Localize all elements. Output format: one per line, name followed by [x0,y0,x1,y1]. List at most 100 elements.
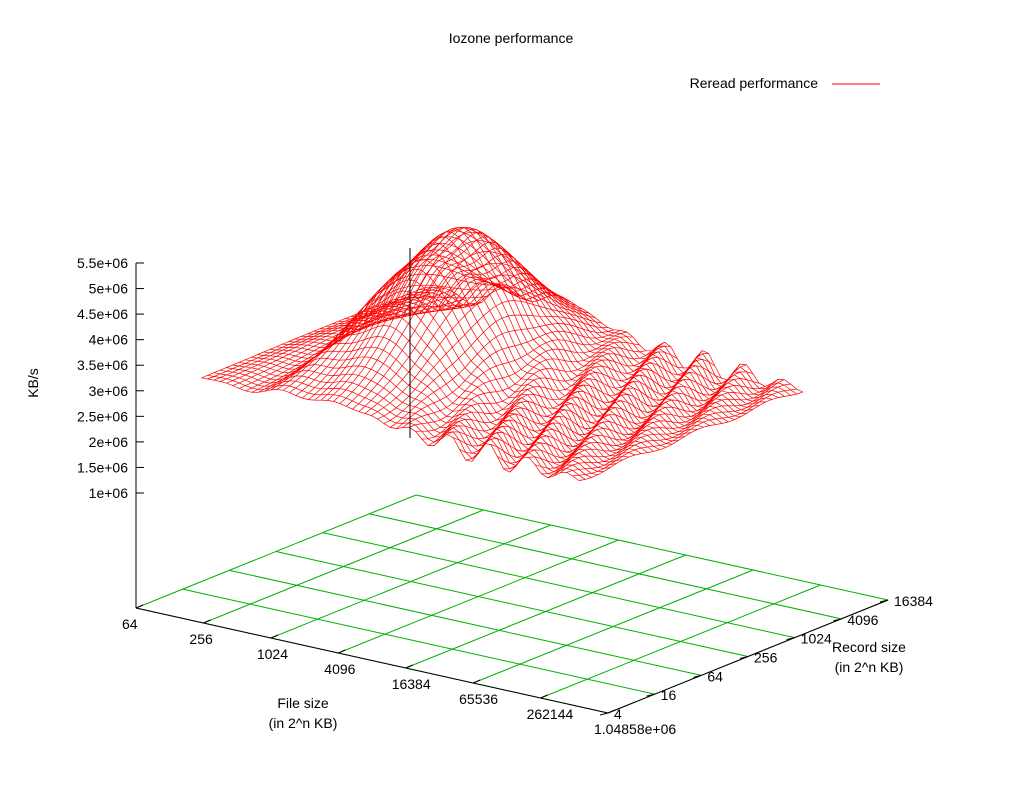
surface-line-record [332,226,710,427]
x-tick-label: 4096 [324,661,355,677]
z-axis: 1e+06 1.5e+06 2e+06 2.5e+06 3e+06 3.5e+06 4e+0… [77,255,144,608]
y-tick-label: 256 [754,650,778,666]
surface-line-file [383,314,608,424]
x-tick [472,679,481,684]
y-axis-label-line2: (in 2^n KB) [835,659,904,675]
surface-line-file [333,227,558,402]
x-tick [203,619,211,624]
surface-line-file [276,273,502,390]
surface-line-file [371,286,596,416]
y-tick [693,674,702,678]
z-tick-label: 1.5e+06 [77,459,128,475]
surface-line-record [375,254,754,411]
surface-line-file [541,385,766,475]
base-grid [135,494,889,714]
y-tick-label: 16384 [894,593,933,609]
surface-line-record [412,283,791,396]
x-tick [405,664,413,669]
y-tick [833,618,842,622]
surface-line-file [358,262,583,412]
y-tick-label: 4096 [847,612,878,628]
surface-line-record [313,236,692,436]
surface-line-record [207,374,586,480]
surface-line-file [559,379,785,473]
surface-line-file [566,383,791,473]
x-tick-label: 1024 [257,646,288,662]
z-axis-label: KB/s [25,368,41,398]
y-tick [879,599,889,603]
z-tick-label: 3e+06 [89,383,129,399]
chart-title: Iozone performance [449,30,574,46]
x-tick-label: 256 [189,631,213,647]
x-tick-label: 1.04858e+06 [594,721,676,737]
surface-line-file [503,372,728,470]
surface-line-record [269,302,648,453]
y-tick [739,656,749,659]
surface-line-file [578,391,804,481]
surface-line-file [509,371,735,473]
z-tick-label: 2.5e+06 [77,408,128,424]
surface-line-record [356,236,735,421]
surface-line-file [352,251,577,410]
surface-line-record [425,284,804,393]
x-tick [607,709,616,714]
legend-label: Reread performance [690,75,819,91]
surface-line-file [415,341,640,432]
surface-line-file [239,298,464,389]
surface-line-file [572,388,797,477]
surface-line-file [226,289,451,384]
grid-line-record [182,588,655,695]
surface-line-file [440,341,665,440]
surface-line-file [377,300,602,420]
z-tick-label: 5.5e+06 [77,255,128,271]
x-tick [135,604,144,609]
z-tick-label: 5e+06 [89,281,129,297]
surface-line-file [364,274,590,414]
z-tick-label: 4e+06 [89,332,129,348]
x-tick-label: 16384 [392,676,431,692]
surface-line-file [207,287,432,380]
x-tick [270,634,279,639]
surface-line-file [220,287,445,382]
x-tick [540,694,548,699]
surface-line-file [396,330,621,429]
surface-line-file [515,363,741,466]
x-axis-ticks: 64 256 1024 4096 16384 65536 262144 1.04858e+06 [122,604,676,737]
grid-line-record [369,513,842,620]
z-tick-label: 1e+06 [89,485,129,501]
x-tick-label: 65536 [459,691,498,707]
surface-line-file [408,336,634,428]
grid-line-record [322,532,795,639]
surface-line-file [320,230,546,401]
x-tick-label: 262144 [527,706,574,722]
surface-line-file [264,295,489,392]
y-tick-label: 64 [707,668,723,684]
surface-line-file [471,358,697,462]
surface-line-file [553,379,779,477]
grid-line-record [229,569,702,676]
surface-line-file [345,240,571,407]
surface-line-file [434,345,659,446]
surface-line-record [263,313,642,454]
surface-line-file [201,286,426,379]
surface-line-file [522,364,747,459]
surface-line-file [257,301,483,393]
x-axis-label-line1: File size [277,695,329,711]
surface-line-file [478,350,703,453]
surface-line-file [314,236,539,401]
z-tick-label: 4.5e+06 [77,306,128,322]
surface-line-file [427,350,653,446]
y-tick [599,712,609,716]
surface-line-file [534,378,760,469]
surface-line-record [363,241,741,418]
surface-line-file [402,331,627,428]
surface-line-file [283,265,508,391]
x-tick-label: 64 [122,616,138,632]
y-axis-ticks: 4 16 64 256 1024 4096 16384 [599,593,933,722]
surface-line-file [421,347,646,440]
y-tick-label: 1024 [801,631,832,647]
y-axis-label-line1: Record size [832,639,906,655]
z-tick-label: 2e+06 [89,434,129,450]
y-tick [646,693,655,697]
